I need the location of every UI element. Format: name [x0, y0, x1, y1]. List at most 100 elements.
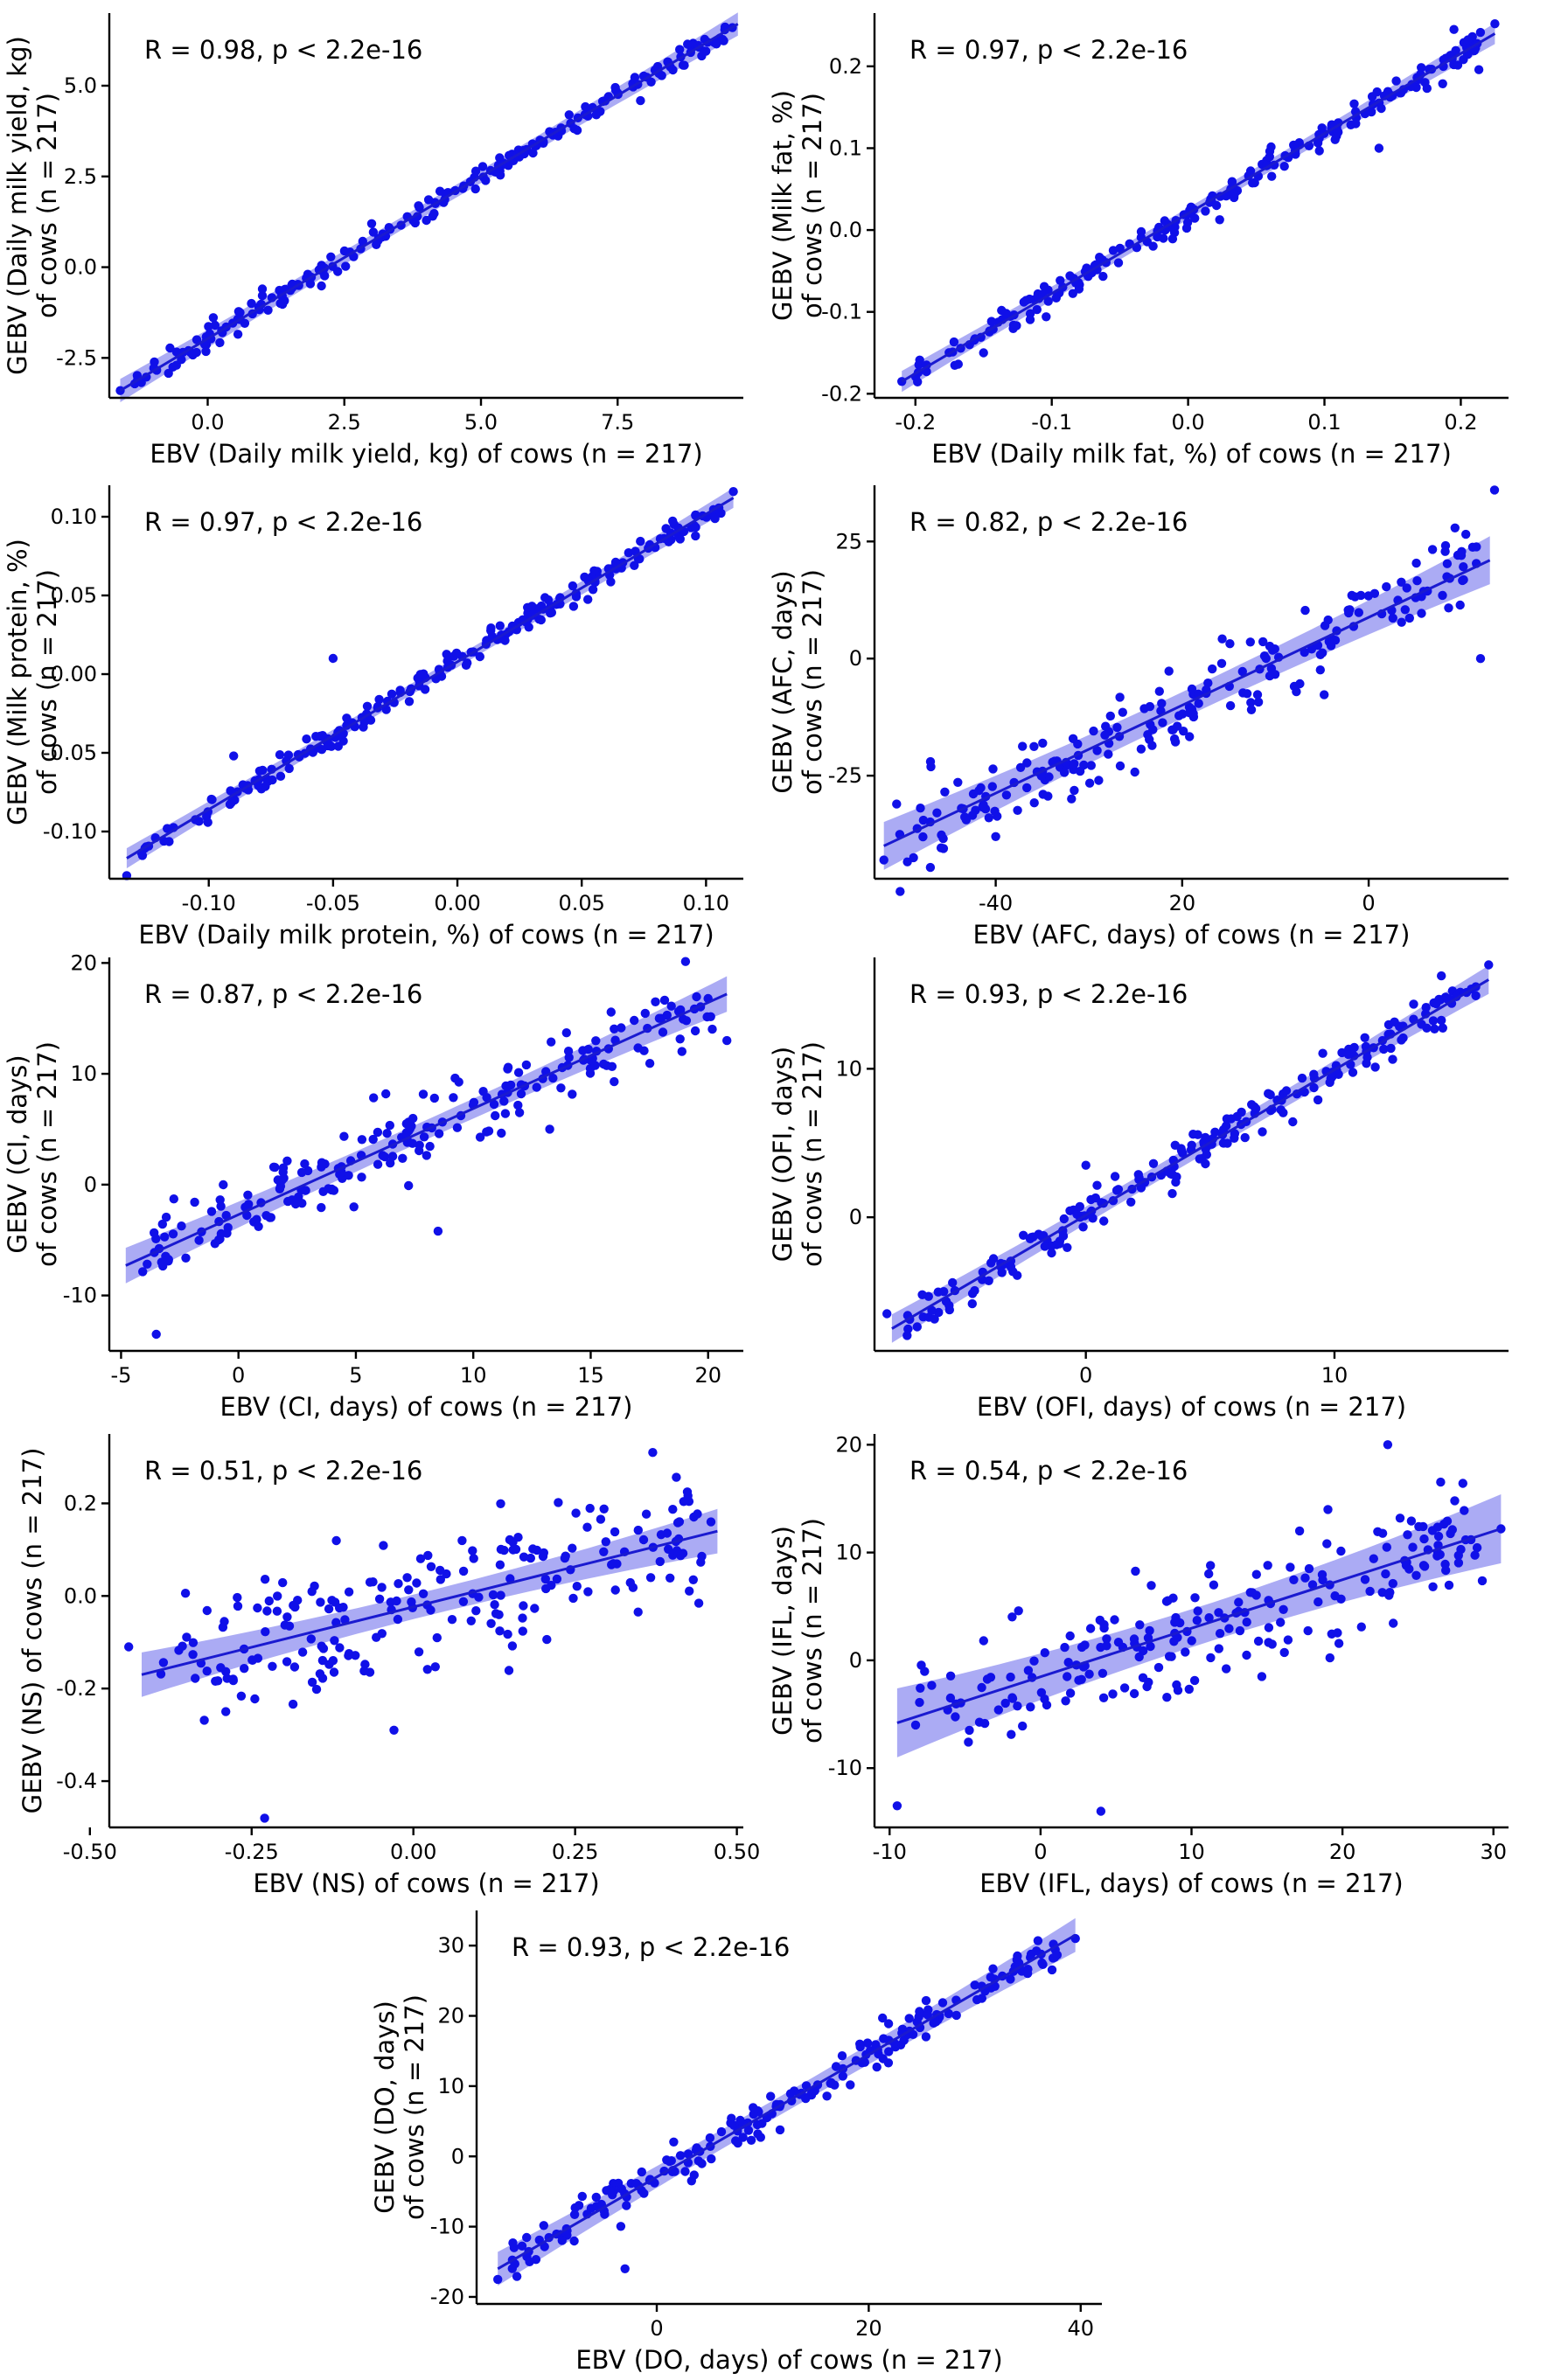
data-point — [1318, 1575, 1327, 1585]
data-point — [925, 862, 936, 873]
data-point — [1453, 1558, 1464, 1568]
data-point — [328, 1656, 338, 1666]
data-point — [366, 219, 377, 228]
data-point — [496, 1499, 505, 1509]
x-tick-label: 30 — [1480, 1840, 1507, 1864]
data-point — [489, 1099, 499, 1110]
data-point — [514, 1108, 525, 1117]
data-point — [581, 101, 590, 112]
data-point — [335, 1643, 345, 1653]
scatter-points — [879, 485, 1500, 896]
data-point — [138, 1267, 148, 1277]
data-point — [1118, 707, 1128, 717]
data-point — [1153, 1662, 1164, 1673]
data-point — [1334, 127, 1343, 137]
data-point — [915, 2007, 924, 2016]
data-point — [1059, 768, 1070, 777]
data-point — [1408, 1542, 1418, 1552]
data-point — [1070, 785, 1079, 796]
x-tick-label: 0 — [1362, 891, 1375, 915]
data-point — [270, 1162, 280, 1173]
data-point — [518, 1613, 527, 1623]
data-point — [1026, 1949, 1036, 1959]
y-axis-title: GEBV (IFL, days) — [768, 1526, 798, 1736]
data-point — [1086, 1194, 1096, 1205]
data-point — [253, 1603, 262, 1613]
data-point — [810, 2086, 819, 2096]
data-point — [1412, 576, 1422, 586]
data-point — [539, 2221, 548, 2230]
data-point — [408, 1113, 418, 1124]
data-point — [620, 2264, 630, 2273]
data-point — [1194, 699, 1203, 708]
data-point — [1222, 1121, 1231, 1131]
data-point — [379, 1541, 388, 1550]
data-point — [1172, 1680, 1181, 1690]
x-tick-label: 0.0 — [191, 410, 224, 435]
data-point — [378, 1151, 387, 1160]
data-point — [1307, 1580, 1318, 1590]
x-axis-title: EBV (OFI, days) of cows (n = 217) — [977, 1392, 1406, 1422]
x-tick-label: 5 — [349, 1363, 362, 1388]
data-point — [1188, 1130, 1198, 1139]
data-point — [628, 1583, 638, 1592]
data-point — [182, 1632, 192, 1642]
data-point — [731, 2136, 741, 2146]
data-point — [1130, 767, 1139, 777]
data-point — [477, 162, 488, 171]
data-point — [1094, 776, 1104, 785]
data-point — [387, 689, 397, 699]
data-point — [683, 1491, 693, 1501]
y-tick-label: 0 — [84, 1173, 97, 1197]
y-tick-label: -0.05 — [43, 741, 97, 765]
data-point — [1145, 701, 1155, 712]
data-point — [394, 1579, 403, 1589]
data-point — [1246, 705, 1257, 714]
data-point — [404, 697, 415, 706]
regression-line — [497, 1933, 1077, 2271]
data-point — [997, 1268, 1007, 1277]
data-point — [1265, 671, 1275, 681]
data-point — [986, 1258, 996, 1268]
data-point — [749, 2109, 758, 2119]
data-point — [895, 887, 905, 896]
data-point — [208, 313, 219, 323]
data-point — [1164, 1652, 1174, 1661]
data-point — [258, 765, 268, 776]
data-point — [368, 1134, 378, 1145]
data-point — [1136, 744, 1146, 754]
data-point — [254, 781, 263, 790]
y-axis-title: GEBV (Milk protein, %) — [3, 539, 32, 825]
data-point — [344, 1171, 353, 1180]
data-point — [1370, 1062, 1380, 1072]
data-point — [1324, 637, 1334, 646]
data-point — [1444, 1580, 1454, 1590]
data-point — [168, 1229, 178, 1239]
data-point — [393, 1614, 403, 1625]
data-point — [257, 284, 268, 294]
data-point — [892, 799, 902, 809]
data-point — [1081, 1160, 1091, 1170]
y-tick-label: -25 — [828, 763, 862, 788]
data-point — [1167, 725, 1177, 734]
data-point — [478, 1087, 488, 1096]
data-point — [1204, 1569, 1214, 1579]
data-point — [307, 1677, 317, 1688]
y-tick-label: 5.0 — [64, 73, 97, 98]
data-point — [500, 1109, 511, 1118]
data-point — [1450, 1496, 1460, 1506]
x-tick-label: 10 — [1178, 1840, 1205, 1864]
data-point — [1242, 689, 1252, 699]
data-point — [1458, 1479, 1468, 1488]
y-tick-label: 0.0 — [829, 218, 862, 242]
data-point — [513, 1533, 523, 1542]
data-point — [1110, 1172, 1120, 1181]
data-point — [289, 1662, 300, 1672]
data-point — [1185, 732, 1195, 741]
x-tick-label: 0.0 — [1172, 410, 1205, 435]
x-tick-label: 10 — [1321, 1363, 1348, 1388]
data-point — [925, 756, 936, 767]
data-point — [516, 1089, 526, 1099]
data-point — [945, 1693, 956, 1703]
data-point — [735, 2115, 745, 2126]
